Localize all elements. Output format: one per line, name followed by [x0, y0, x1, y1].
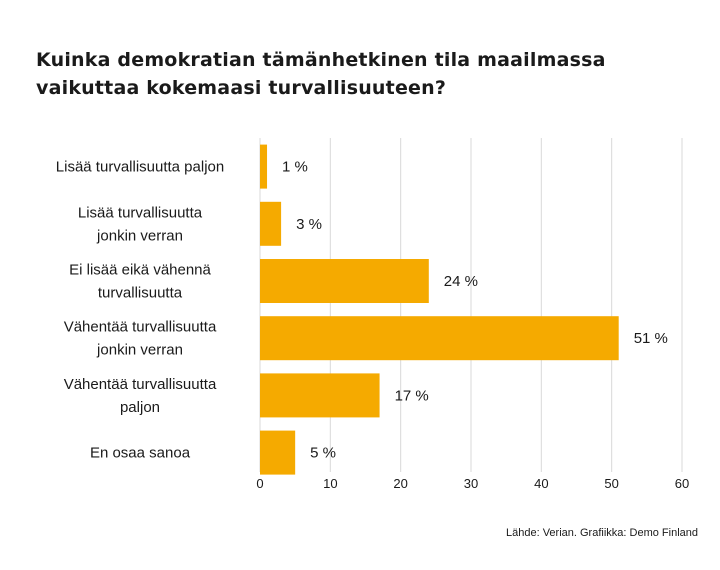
- x-tick-label: 30: [464, 476, 478, 491]
- bar: [260, 144, 268, 189]
- data-label: 5 %: [310, 445, 336, 462]
- grid-lines: [259, 138, 683, 472]
- x-tick-label: 50: [604, 476, 618, 491]
- chart-title-line-2: vaikuttaa kokemaasi turvallisuuteen?: [36, 77, 447, 99]
- source-note: Lähde: Verian. Grafiikka: Demo Finland: [506, 527, 698, 539]
- category-label: Lisää turvallisuutta jonkin verran: [78, 204, 203, 244]
- data-label: 3 %: [296, 216, 322, 233]
- chart-title-line-1: Kuinka demokratian tämänhetkinen tila ma…: [36, 49, 606, 71]
- category-label: Vähentää turvallisuutta paljon: [64, 376, 217, 416]
- category-label: En osaa sanoa: [90, 445, 191, 462]
- category-labels: Lisää turvallisuutta paljon Lisää turvall…: [56, 159, 224, 462]
- bar: [260, 316, 619, 361]
- bars: [260, 144, 619, 475]
- data-label: 24 %: [444, 273, 478, 290]
- category-label: Ei lisää eikä vähennä turvallisuutta: [69, 262, 211, 302]
- category-label: Vähentää turvallisuutta jonkin verran: [64, 319, 217, 359]
- x-tick-label: 10: [323, 476, 337, 491]
- data-label: 17 %: [395, 387, 429, 404]
- x-tick-label: 60: [675, 476, 689, 491]
- bar: [260, 201, 282, 246]
- bar: [260, 259, 429, 303]
- value-labels: 1 % 3 % 24 % 51 % 17 % 5 %: [282, 159, 668, 462]
- x-tick-label: 20: [393, 476, 407, 491]
- category-label: Lisää turvallisuutta paljon: [56, 159, 224, 176]
- bar: [260, 430, 296, 475]
- bar: [260, 373, 380, 418]
- x-tick-label: 0: [256, 476, 263, 491]
- data-label: 51 %: [634, 330, 668, 347]
- x-axis-ticks: 0 10 20 30 40 50 60: [256, 476, 689, 491]
- chart-title: Kuinka demokratian tämänhetkinen tila ma…: [36, 46, 676, 102]
- data-label: 1 %: [282, 159, 308, 176]
- x-tick-label: 40: [534, 476, 548, 491]
